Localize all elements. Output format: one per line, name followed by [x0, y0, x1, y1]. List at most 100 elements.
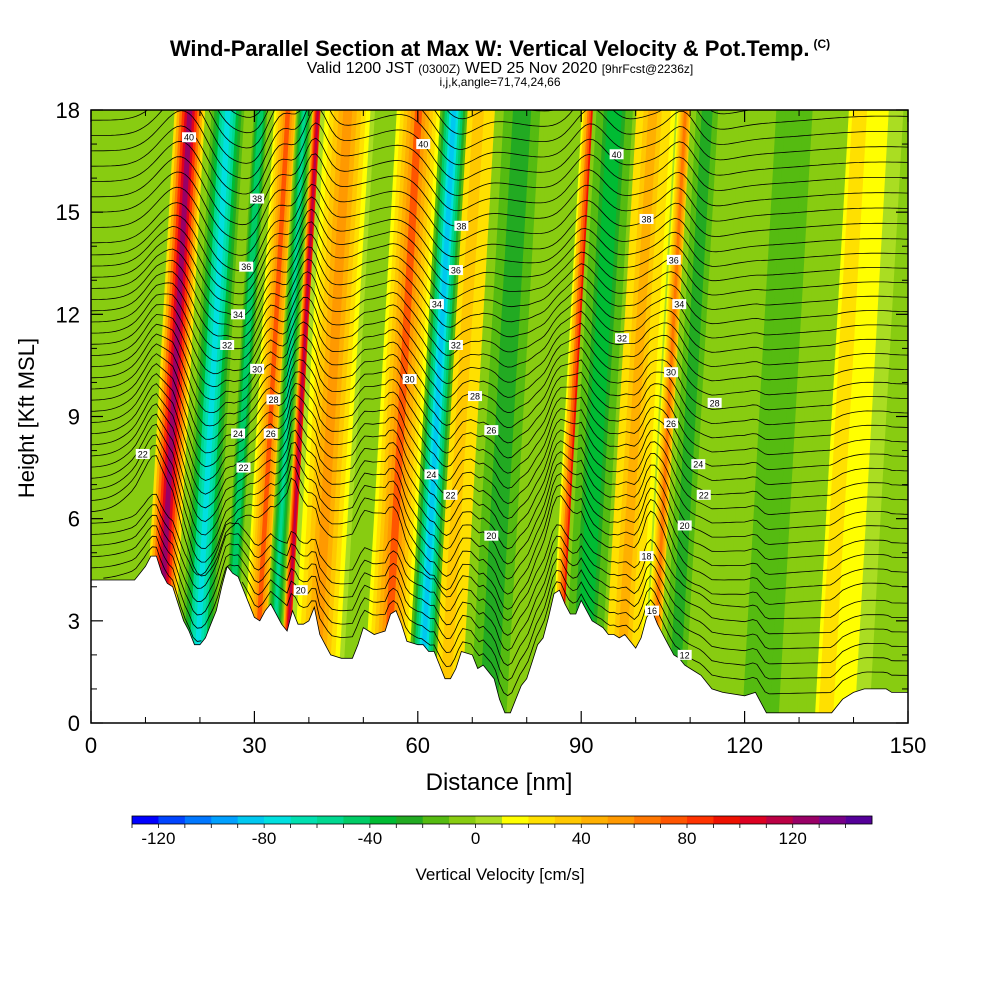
- theta-label-text: 32: [222, 340, 232, 350]
- colorbar-segment: [528, 816, 556, 824]
- colorbar-segment: [687, 816, 714, 824]
- theta-label: 16: [645, 605, 660, 616]
- terrain-mask: [91, 555, 908, 723]
- colorbar-segment: [343, 816, 371, 824]
- theta-label-text: 20: [296, 586, 306, 596]
- colorbar-segment: [766, 816, 794, 824]
- forecast-info: [9hrFcst@2236z]: [601, 62, 694, 76]
- downdraft-band: [670, 110, 710, 723]
- colorbar-segment: [607, 816, 635, 824]
- theta-label: 36: [448, 265, 463, 276]
- y-tick-label: 9: [68, 405, 80, 430]
- theta-label: 22: [236, 462, 251, 473]
- theta-label: 32: [615, 333, 630, 344]
- theta-contour-line: [91, 423, 908, 565]
- theta-label: 38: [454, 220, 469, 231]
- valid-time-line: Valid 1200 JST (0300Z) WED 25 Nov 2020 […: [0, 60, 1000, 78]
- theta-contour-line: [91, 413, 908, 550]
- colorbar-segment: [475, 816, 503, 824]
- theta-label: 20: [677, 520, 692, 531]
- theta-label-text: 28: [268, 395, 278, 405]
- valid-prefix: Valid 1200 JST: [306, 60, 414, 77]
- colorbar-segment: [211, 816, 239, 824]
- colorbar-tick-label: -80: [252, 829, 277, 848]
- theta-label-text: 40: [612, 150, 622, 160]
- theta-contour-line: [91, 504, 908, 636]
- theta-contour-line: [91, 373, 908, 489]
- theta-contour-line: [91, 110, 908, 180]
- x-tick-label: 60: [406, 733, 430, 758]
- colorbar-segment: [819, 816, 846, 824]
- colorbar-tick-label: -120: [141, 829, 175, 848]
- theta-label: 32: [448, 339, 463, 350]
- y-axis-label: Height [Kft MSL]: [14, 338, 39, 498]
- downdraft-band: [751, 110, 804, 723]
- theta-label: 34: [231, 309, 246, 320]
- colorbar-tick-label: 40: [572, 829, 591, 848]
- theta-label-text: 40: [418, 140, 428, 150]
- theta-contour-line: [91, 525, 908, 666]
- downdraft-band: [483, 110, 527, 723]
- colorbar-segment: [554, 816, 582, 824]
- y-tick-label: 0: [68, 711, 80, 736]
- theta-contour-line: [91, 308, 908, 398]
- colorbar-segment: [317, 816, 344, 824]
- theta-label-text: 22: [445, 490, 455, 500]
- theta-label: 30: [664, 367, 679, 378]
- theta-label: 30: [250, 363, 265, 374]
- theta-contour-line: [91, 393, 908, 520]
- colorbar-tick-label: -40: [358, 829, 383, 848]
- theta-label: 38: [250, 193, 265, 204]
- theta-label-text: 26: [666, 419, 676, 429]
- theta-label: 40: [416, 139, 431, 150]
- theta-label: 26: [484, 425, 499, 436]
- valid-utc: (0300Z): [418, 62, 461, 76]
- colorbar-label: Vertical Velocity [cm/s]: [415, 865, 584, 884]
- theta-label: 20: [293, 585, 308, 596]
- colorbar-segment: [502, 816, 529, 824]
- theta-contour-line: [91, 321, 908, 414]
- theta-label-text: 28: [470, 392, 480, 402]
- colorbar-segment: [739, 816, 767, 824]
- theta-contour-line: [91, 183, 908, 272]
- theta-label-text: 28: [710, 398, 720, 408]
- colorbar-segment: [581, 816, 609, 824]
- theta-label-text: 22: [238, 463, 248, 473]
- colorbar-segment: [449, 816, 476, 824]
- theta-contour-line: [91, 296, 908, 384]
- theta-label-text: 20: [680, 521, 690, 531]
- theta-label-text: 38: [642, 214, 652, 224]
- colorbar-segment: [713, 816, 741, 824]
- theta-label: 32: [220, 339, 235, 350]
- theta-contour-line: [91, 403, 908, 535]
- theta-contour-line: [91, 153, 908, 241]
- theta-label: 36: [239, 261, 254, 272]
- theta-label: 24: [691, 459, 706, 470]
- colorbar-tick-label: 80: [678, 829, 697, 848]
- colorbar-segment: [264, 816, 291, 824]
- theta-contours: [91, 110, 908, 697]
- theta-label-text: 24: [693, 460, 703, 470]
- updraft-band: [282, 110, 319, 723]
- theta-label-text: 20: [486, 531, 496, 541]
- theta-label: 36: [666, 254, 681, 265]
- theta-contour-line: [91, 343, 908, 444]
- copyright-mark: (C): [813, 37, 831, 51]
- theta-label-text: 32: [617, 334, 627, 344]
- theta-label: 28: [266, 394, 281, 405]
- x-tick-label: 120: [726, 733, 763, 758]
- colorbar-segment: [237, 816, 265, 824]
- chart-title-text: Wind-Parallel Section at Max W: Vertical…: [169, 36, 810, 61]
- theta-label-text: 22: [138, 449, 148, 459]
- theta-label-text: 30: [252, 364, 262, 374]
- theta-contour-line: [91, 246, 908, 328]
- theta-contour-line: [91, 514, 908, 651]
- x-tick-label: 90: [569, 733, 593, 758]
- theta-label: 22: [135, 448, 150, 459]
- theta-contour-line: [91, 110, 908, 149]
- theta-contour-line: [217, 110, 753, 134]
- theta-label: 18: [639, 551, 654, 562]
- theta-label: 38: [639, 213, 654, 224]
